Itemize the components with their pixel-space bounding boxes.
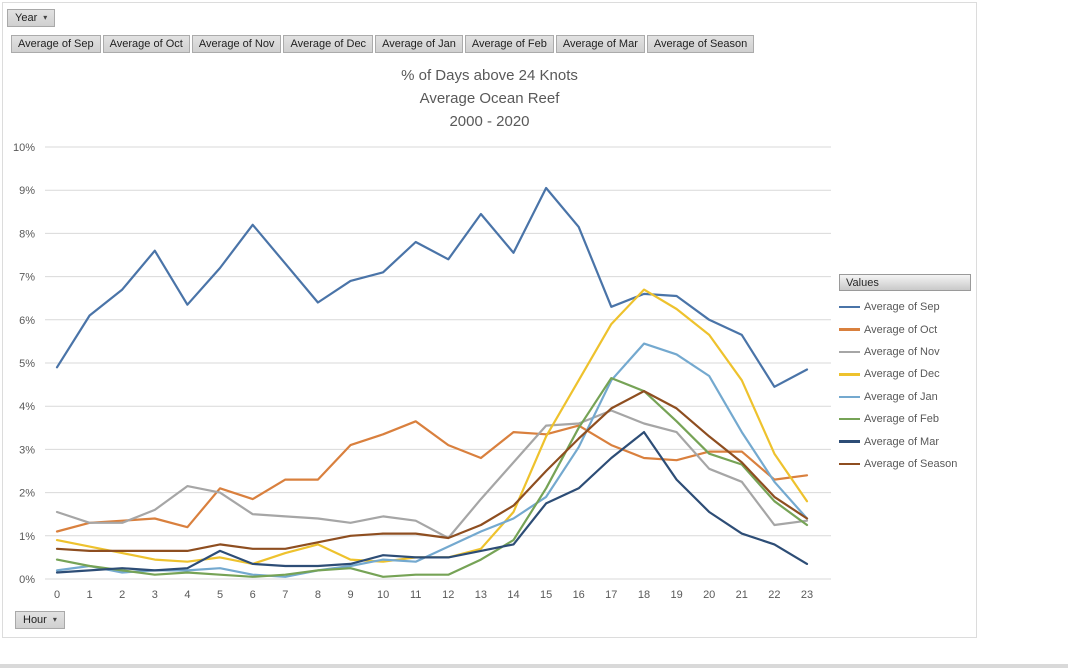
- x-axis-tick-label: 16: [573, 589, 585, 601]
- field-button-average-of-oct[interactable]: Average of Oct: [102, 35, 190, 53]
- dropdown-arrow-icon: ▾: [43, 13, 48, 22]
- x-axis-tick-label: 19: [670, 589, 682, 601]
- x-axis-tick-label: 20: [703, 589, 715, 601]
- x-axis-tick-label: 22: [768, 589, 780, 601]
- series-line-average-of-feb: [55, 377, 809, 578]
- x-axis-tick-label: 9: [347, 589, 353, 601]
- series-line-average-of-oct: [55, 420, 809, 533]
- field-button-average-of-season[interactable]: Average of Season: [646, 35, 755, 53]
- legend-item-average-of-oct: Average of Oct: [839, 318, 971, 340]
- x-axis-tick-label: 11: [410, 589, 421, 601]
- hour-field-button[interactable]: Hour ▾: [15, 611, 65, 629]
- legend-label: Average of Season: [864, 457, 958, 470]
- value-field-buttons-row: Average of Sep Average of Oct Average of N…: [11, 35, 755, 53]
- x-axis-tick-label: 7: [282, 589, 288, 601]
- hour-field-label: Hour: [23, 614, 47, 626]
- x-axis-tick-label: 1: [87, 589, 93, 601]
- legend-label: Average of Mar: [864, 435, 940, 448]
- x-axis-tick-label: 10: [377, 589, 389, 601]
- y-axis-tick-label: 7%: [19, 272, 35, 284]
- legend-swatch-icon: [839, 373, 860, 376]
- legend-label: Average of Feb: [864, 413, 940, 426]
- x-axis-tick-label: 0: [54, 589, 60, 601]
- x-axis-tick-label: 8: [315, 589, 321, 601]
- y-axis-tick-label: 9%: [19, 185, 35, 197]
- y-axis-tick-label: 6%: [19, 315, 35, 327]
- legend: Values Average of Sep Average of Oct Avera…: [839, 274, 971, 475]
- legend-item-average-of-mar: Average of Mar: [839, 430, 971, 452]
- series-line-average-of-nov: [55, 409, 809, 540]
- year-field-label: Year: [15, 12, 38, 24]
- legend-label: Average of Sep: [864, 301, 940, 314]
- x-axis-tick-label: 6: [250, 589, 256, 601]
- legend-label: Average of Oct: [864, 323, 938, 336]
- dropdown-arrow-icon: ▾: [52, 615, 57, 624]
- x-axis-tick-label: 5: [217, 589, 223, 601]
- legend-swatch-icon: [839, 417, 860, 421]
- x-axis-tick-label: 4: [184, 589, 190, 601]
- legend-label: Average of Dec: [864, 368, 940, 381]
- x-axis-tick-label: 17: [605, 589, 617, 601]
- field-button-average-of-feb[interactable]: Average of Feb: [464, 35, 554, 53]
- legend-item-average-of-dec: Average of Dec: [839, 363, 971, 385]
- legend-items: Average of Sep Average of Oct Average of N…: [839, 296, 971, 475]
- x-axis-tick-label: 18: [638, 589, 650, 601]
- legend-item-average-of-season: Average of Season: [839, 453, 971, 475]
- x-axis-tick-label: 13: [475, 589, 487, 601]
- values-field-button[interactable]: Values: [839, 274, 971, 291]
- x-axis-tick-label: 14: [507, 589, 519, 601]
- legend-item-average-of-nov: Average of Nov: [839, 341, 971, 363]
- field-button-average-of-nov[interactable]: Average of Nov: [191, 35, 282, 53]
- legend-swatch-icon: [839, 305, 860, 309]
- year-field-button[interactable]: Year ▾: [7, 9, 56, 27]
- y-axis-tick-label: 3%: [19, 444, 35, 456]
- legend-item-average-of-feb: Average of Feb: [839, 408, 971, 430]
- plot-area: 0%1%2%3%4%5%6%7%8%9%10%0 1 2 3 4 5 6 7 8 9 10 11 12 1…: [13, 142, 831, 601]
- series-line-average-of-mar: [55, 431, 809, 574]
- legend-swatch-icon: [839, 462, 860, 466]
- legend-item-average-of-sep: Average of Sep: [839, 296, 971, 318]
- y-axis-tick-label: 5%: [19, 358, 35, 370]
- legend-item-average-of-jan: Average of Jan: [839, 386, 971, 408]
- x-axis-tick-label: 21: [736, 589, 748, 601]
- legend-swatch-icon: [839, 395, 860, 398]
- pivot-chart-area: Year ▾ Average of Sep Average of Oct Avera…: [2, 2, 977, 638]
- x-axis-tick-label: 12: [442, 589, 454, 601]
- legend-label: Average of Nov: [864, 345, 940, 358]
- field-button-average-of-dec[interactable]: Average of Dec: [283, 35, 374, 53]
- x-axis-tick-label: 2: [119, 589, 125, 601]
- x-axis-tick-label: 3: [152, 589, 158, 601]
- legend-swatch-icon: [839, 350, 860, 354]
- field-button-average-of-jan[interactable]: Average of Jan: [375, 35, 463, 53]
- y-axis-tick-label: 1%: [19, 531, 35, 543]
- series-line-average-of-sep: [55, 186, 809, 388]
- y-axis-tick-label: 8%: [19, 228, 35, 240]
- legend-label: Average of Jan: [864, 390, 938, 403]
- bottom-strip: [0, 664, 1068, 668]
- y-axis-tick-label: 4%: [19, 401, 35, 413]
- x-axis-tick-label: 15: [540, 589, 552, 601]
- y-axis-tick-label: 0%: [19, 574, 35, 586]
- y-axis-tick-label: 2%: [19, 488, 35, 500]
- series-line-average-of-season: [55, 390, 809, 553]
- x-axis-tick-label: 23: [801, 589, 813, 601]
- series-line-average-of-jan: [55, 342, 809, 578]
- y-axis-tick-label: 10%: [13, 142, 35, 154]
- legend-swatch-icon: [839, 328, 860, 331]
- field-button-average-of-sep[interactable]: Average of Sep: [11, 35, 101, 53]
- field-button-average-of-mar[interactable]: Average of Mar: [555, 35, 645, 53]
- legend-swatch-icon: [839, 440, 860, 443]
